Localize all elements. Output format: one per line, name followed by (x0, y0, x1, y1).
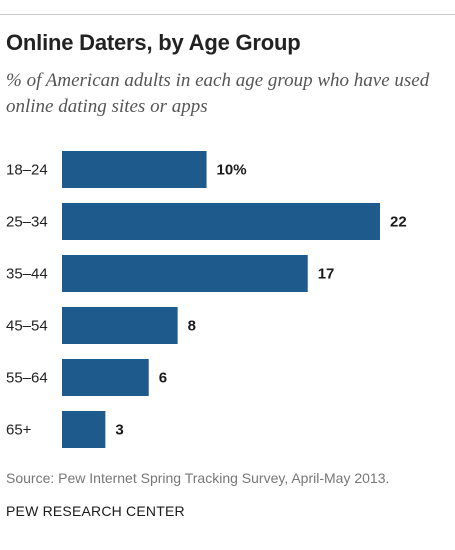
bar (62, 411, 106, 448)
bar (62, 359, 149, 396)
value-label: 10% (217, 162, 247, 179)
bar (62, 307, 178, 344)
category-label: 18–24 (6, 162, 48, 179)
brand-label: PEW RESEARCH CENTER (6, 503, 185, 519)
bar-chart: 18–24 10% 25–34 22 35–44 17 45–54 8 55–64 6 65+ 3 (0, 140, 455, 450)
category-label: 65+ (6, 422, 32, 439)
chart-subtitle: % of American adults in each age group w… (6, 70, 430, 117)
category-label: 45–54 (6, 318, 48, 335)
bar (62, 255, 308, 292)
bar-chart-svg: 18–24 10% 25–34 22 35–44 17 45–54 8 55–64 6 65+ 3 (6, 151, 407, 448)
source-note: Source: Pew Internet Spring Tracking Sur… (6, 470, 390, 486)
value-label: 17 (318, 266, 335, 283)
category-label: 55–64 (6, 370, 48, 387)
value-label: 3 (115, 422, 123, 439)
category-label: 25–34 (6, 214, 48, 231)
category-label: 35–44 (6, 266, 48, 283)
value-label: 6 (159, 370, 167, 387)
top-divider (0, 14, 455, 15)
bar (62, 203, 380, 240)
chart-title: Online Daters, by Age Group (6, 30, 301, 55)
value-label: 22 (390, 214, 407, 231)
bar (62, 151, 207, 188)
value-label: 8 (188, 318, 196, 335)
